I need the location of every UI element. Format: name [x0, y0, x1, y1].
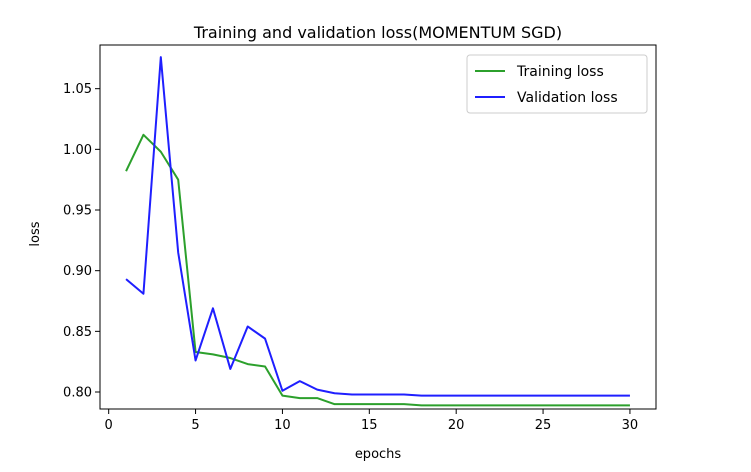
legend-label: Training loss	[516, 64, 604, 80]
x-tick-label: 15	[361, 418, 378, 433]
y-tick-label: 1.05	[63, 82, 92, 97]
x-axis: 0 5 10 15 20 25 30	[105, 409, 639, 433]
validation-loss-line	[125, 56, 630, 397]
y-tick-label: 0.85	[63, 325, 92, 340]
x-tick-label: 30	[622, 418, 639, 433]
x-tick-label: 20	[448, 418, 465, 433]
y-axis: 0.80 0.85 0.90 0.95 1.00 1.05	[63, 82, 100, 401]
x-tick-label: 0	[105, 418, 113, 433]
y-tick-label: 0.90	[63, 264, 92, 279]
chart-title: Training and validation loss(MOMENTUM SG…	[193, 23, 562, 42]
x-tick-label: 10	[274, 418, 291, 433]
y-tick-label: 0.80	[63, 386, 92, 401]
x-axis-label: epochs	[355, 447, 402, 462]
legend: Training loss Validation loss	[466, 54, 648, 114]
y-tick-label: 0.95	[63, 204, 92, 219]
legend-label: Validation loss	[517, 90, 618, 106]
y-axis-label: loss	[28, 221, 43, 246]
series-lines	[125, 56, 630, 407]
x-tick-label: 5	[191, 418, 199, 433]
y-tick-label: 1.00	[63, 143, 92, 158]
legend-box	[466, 54, 648, 114]
plot-area-frame	[99, 44, 657, 410]
x-tick-label: 25	[535, 418, 552, 433]
training-loss-line	[125, 133, 630, 407]
